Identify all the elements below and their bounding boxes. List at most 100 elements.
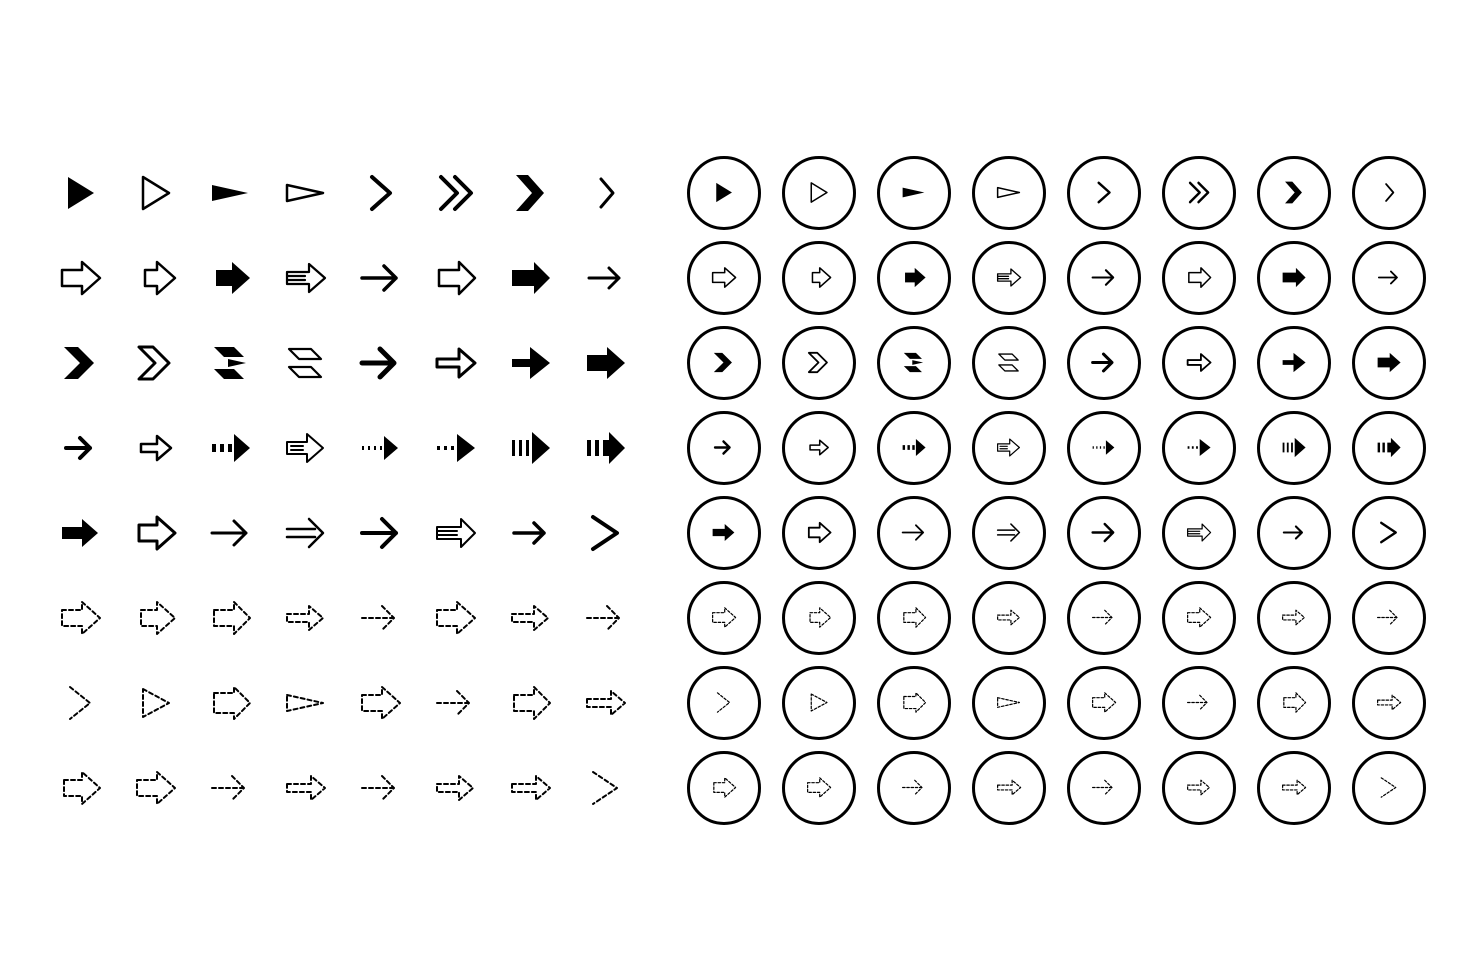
- d-arrow-8-icon: [961, 745, 1056, 830]
- wedge-fill-icon: [192, 150, 267, 235]
- d-wedge-icon: [961, 660, 1056, 745]
- circle-frame: [1257, 241, 1331, 315]
- circle-frame: [877, 581, 951, 655]
- circle-frame: [687, 326, 761, 400]
- circle-frame: [1352, 156, 1426, 230]
- wedge-outline-icon: [961, 150, 1056, 235]
- arrow-multi-outline-icon: [267, 405, 342, 490]
- d-block-outline-icon: [42, 575, 117, 660]
- d-block-6-icon: [1246, 660, 1341, 745]
- circle-frame: [877, 326, 951, 400]
- d-arrow-7-icon: [866, 745, 961, 830]
- d-arrow-11-icon: [492, 745, 567, 830]
- circle-frame: [687, 581, 761, 655]
- circle-frame: [687, 496, 761, 570]
- arrow-double-line-icon: [961, 490, 1056, 575]
- arrow-thin-3-icon: [342, 490, 417, 575]
- circle-frame: [972, 581, 1046, 655]
- d-chev-icon: [42, 660, 117, 745]
- arrow-thin-short-icon: [567, 235, 642, 320]
- arrow-dotted-tail-icon: [342, 405, 417, 490]
- d-arrow-10-icon: [1151, 745, 1246, 830]
- arrow-thin-4-icon: [492, 490, 567, 575]
- circle-frame: [782, 326, 856, 400]
- circle-frame: [877, 496, 951, 570]
- circle-frame: [782, 411, 856, 485]
- d-arrow-5-icon: [1151, 660, 1246, 745]
- d-block-5-icon: [342, 660, 417, 745]
- arrow-small-outline-icon: [117, 405, 192, 490]
- arrow-double-outline-icon: [267, 235, 342, 320]
- circle-frame: [1162, 496, 1236, 570]
- chev-wide-icon: [567, 490, 642, 575]
- circle-frame: [1162, 241, 1236, 315]
- d-arrow-5-icon: [417, 660, 492, 745]
- chev-thin-icon: [342, 150, 417, 235]
- arrow-thin-4-icon: [1246, 490, 1341, 575]
- circle-frame: [1352, 411, 1426, 485]
- circle-frame: [1067, 496, 1141, 570]
- circle-frame: [1352, 751, 1426, 825]
- d-block-8-icon: [771, 745, 866, 830]
- caret-thin-icon: [567, 150, 642, 235]
- chev-wide-icon: [1341, 490, 1436, 575]
- circle-frame: [687, 156, 761, 230]
- block-fill-2-icon: [567, 320, 642, 405]
- chev-split-outline-icon: [267, 320, 342, 405]
- panel-plain: [42, 150, 642, 830]
- circle-frame: [1067, 241, 1141, 315]
- circle-frame: [877, 666, 951, 740]
- chev-split-fill-icon: [192, 320, 267, 405]
- block-outline-2-icon: [771, 490, 866, 575]
- chev-split-outline-icon: [961, 320, 1056, 405]
- circle-frame: [877, 411, 951, 485]
- circle-frame: [782, 156, 856, 230]
- arrow-multi-outline-icon: [961, 405, 1056, 490]
- arrow-thin-3-icon: [1056, 490, 1151, 575]
- block-outline-tail-icon: [417, 235, 492, 320]
- arrow-bold-icon: [342, 320, 417, 405]
- circle-frame: [1162, 751, 1236, 825]
- d-block-7-icon: [676, 745, 771, 830]
- circle-frame: [1162, 326, 1236, 400]
- d-arrow-icon: [961, 575, 1056, 660]
- circle-frame: [1162, 156, 1236, 230]
- circle-frame: [782, 751, 856, 825]
- arrow-thin-icon: [342, 235, 417, 320]
- d-chev-icon: [676, 660, 771, 745]
- tri-outline-icon: [771, 150, 866, 235]
- chev-outline-icon: [117, 320, 192, 405]
- block-striped-icon: [567, 405, 642, 490]
- circle-frame: [972, 751, 1046, 825]
- circle-frame: [972, 326, 1046, 400]
- arrow-double-line-icon: [267, 490, 342, 575]
- circle-frame: [1352, 666, 1426, 740]
- arrow-bold-outline-icon: [1151, 320, 1246, 405]
- d-block-outline-icon: [676, 575, 771, 660]
- d-arrow-7-icon: [192, 745, 267, 830]
- d-arrow-6-icon: [1341, 660, 1436, 745]
- arrow-thin-2-icon: [866, 490, 961, 575]
- circle-frame: [1352, 326, 1426, 400]
- chev-outline-icon: [771, 320, 866, 405]
- block-fill-icon: [1246, 235, 1341, 320]
- caret-thin-icon: [1341, 150, 1436, 235]
- circle-frame: [1162, 411, 1236, 485]
- arrow-small-outline-icon: [771, 405, 866, 490]
- arrow-small-icon: [676, 405, 771, 490]
- d-block-tail-icon: [771, 575, 866, 660]
- d-arrow-4-icon: [567, 575, 642, 660]
- tri-fill-icon: [676, 150, 771, 235]
- circle-frame: [1352, 581, 1426, 655]
- circle-frame: [782, 581, 856, 655]
- circle-frame: [1352, 241, 1426, 315]
- circle-frame: [1257, 411, 1331, 485]
- d-block-2-icon: [866, 575, 961, 660]
- circle-frame: [972, 666, 1046, 740]
- circle-frame: [1257, 496, 1331, 570]
- d-arrow-icon: [267, 575, 342, 660]
- circle-frame: [877, 241, 951, 315]
- circle-frame: [782, 241, 856, 315]
- chev-bold-2-icon: [676, 320, 771, 405]
- d-arrow-6-icon: [567, 660, 642, 745]
